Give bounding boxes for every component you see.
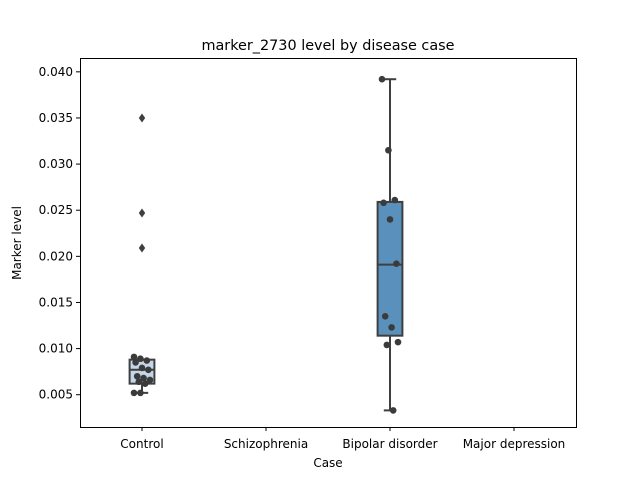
y-tick-label: 0.025	[39, 203, 73, 217]
x-tick-label: Control	[120, 437, 163, 451]
y-tick-label: 0.005	[39, 388, 73, 402]
x-axis: Control Schizophrenia Bipolar disorder Majo…	[120, 427, 565, 451]
data-point	[130, 353, 138, 361]
data-point	[394, 338, 402, 346]
x-tick-label: Bipolar disorder	[342, 437, 437, 451]
y-tick-label: 0.040	[39, 65, 73, 79]
data-point	[380, 199, 387, 207]
data-point	[137, 355, 144, 363]
data-point	[130, 389, 138, 397]
x-tick-label: Major depression	[463, 437, 566, 451]
outlier-marker	[138, 243, 146, 253]
data-point	[385, 146, 392, 154]
data-point	[138, 364, 146, 372]
data-point	[389, 407, 397, 414]
data-point	[132, 359, 139, 366]
y-tick-label: 0.020	[39, 249, 73, 263]
plot-area	[128, 75, 404, 414]
plot-frame	[80, 58, 577, 428]
data-point	[135, 378, 143, 386]
y-tick-label: 0.030	[39, 157, 73, 171]
data-point	[381, 313, 389, 320]
box	[376, 200, 404, 337]
data-point	[378, 75, 386, 83]
y-tick-label: 0.015	[39, 295, 73, 309]
x-axis-label: Case	[313, 456, 342, 470]
data-point	[137, 389, 144, 397]
x-tick-label: Schizophrenia	[224, 437, 308, 451]
chart-title: marker_2730 level by disease case	[201, 38, 454, 54]
data-point	[143, 357, 151, 364]
box-group-bipolar-disorder	[376, 75, 404, 414]
data-point	[133, 372, 141, 380]
box-group-control	[128, 113, 156, 397]
data-point	[146, 376, 154, 384]
data-point	[393, 260, 400, 268]
outlier-marker	[138, 208, 146, 218]
data-point	[386, 216, 394, 223]
data-point	[140, 374, 147, 382]
y-axis-label: Marker level	[10, 206, 24, 280]
data-point	[388, 324, 395, 331]
data-point	[383, 341, 391, 349]
data-point	[141, 380, 149, 387]
data-point	[145, 366, 152, 374]
y-tick-label: 0.010	[39, 342, 73, 356]
data-point	[391, 196, 399, 204]
outlier-marker	[138, 113, 146, 123]
y-tick-label: 0.035	[39, 111, 73, 125]
y-axis: 0.005 0.010 0.015 0.020 0.025 0.030 0.035 0.040	[39, 65, 80, 402]
